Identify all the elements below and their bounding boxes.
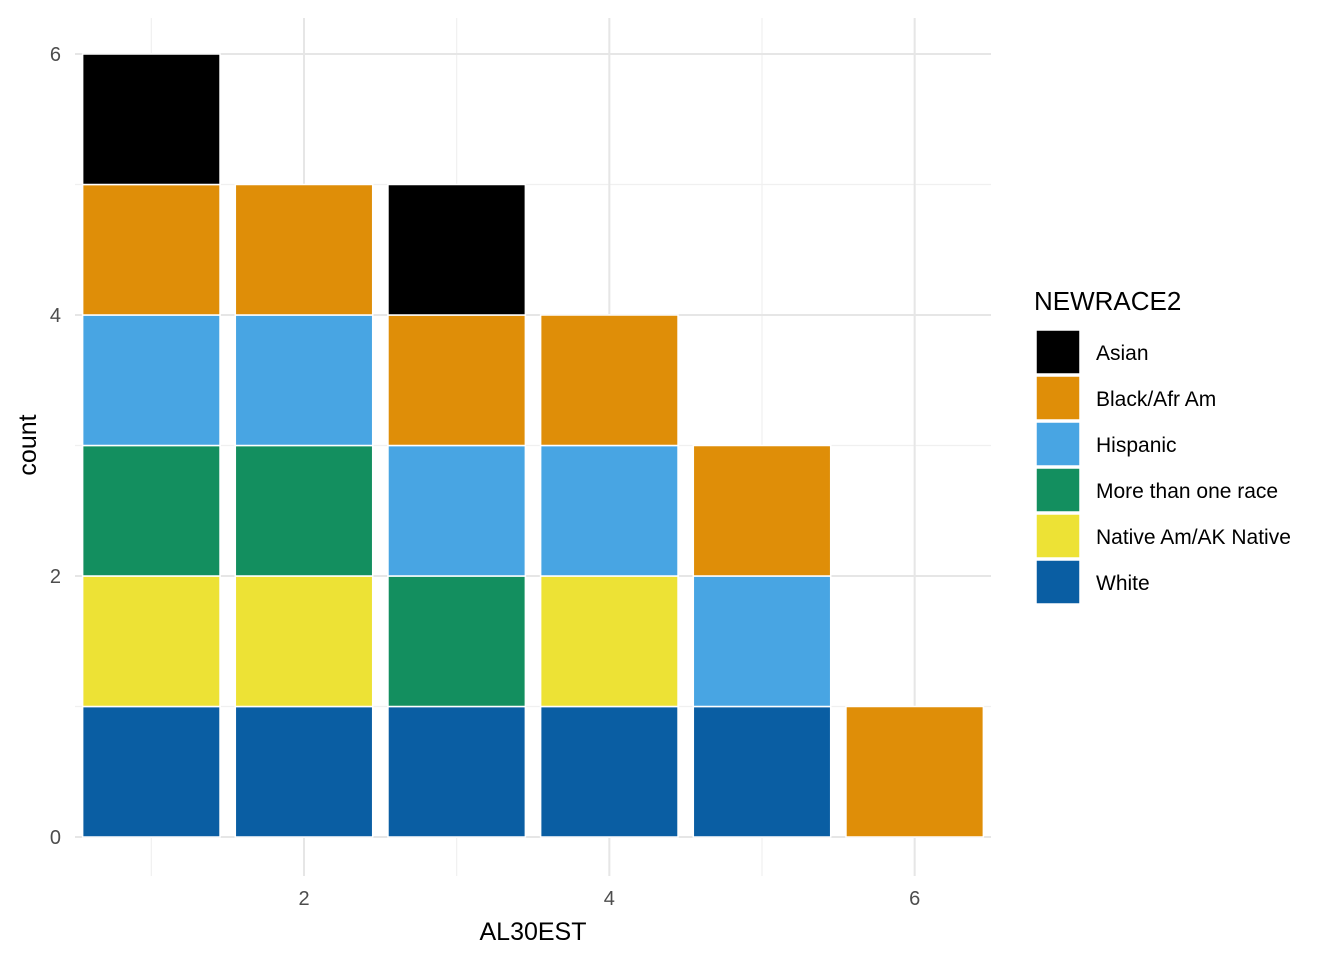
y-tick-label: 0 [50,827,61,849]
bar-segment-native-am-ak-native [234,575,374,708]
y-axis-title: count [14,414,42,475]
bar-segment-more-than-one-race [387,575,527,708]
bar-segment-asian [81,53,221,186]
bar-segment-native-am-ak-native [539,575,679,708]
legend-swatch [1035,559,1081,605]
x-axis-ticks: 2 4 6 [298,888,920,910]
legend-title: NEWRACE2 [1034,286,1181,316]
y-tick-label: 6 [50,44,61,66]
legend-item-white: White [1035,559,1150,605]
legend-label: More than one race [1096,480,1278,503]
bar-segment-black-afr-am [387,314,527,447]
legend-items: Asian Black/Afr Am Hispanic More than one r… [1035,329,1291,605]
bar-segment-black-afr-am [692,444,832,577]
legend-label: White [1096,572,1150,595]
legend-label: Native Am/AK Native [1096,526,1291,549]
legend-item-more-than-one-race: More than one race [1035,467,1278,513]
bar-segment-white [81,705,221,838]
bar-segment-black-afr-am [845,705,985,838]
bar-segment-white [234,705,374,838]
y-tick-label: 4 [50,305,61,327]
bar-segment-hispanic [387,444,527,577]
x-axis-title: AL30EST [479,918,586,946]
x-tick-label: 6 [909,888,920,910]
legend-item-black-afr-am: Black/Afr Am [1035,375,1216,421]
x-tick-label: 2 [298,888,309,910]
legend-swatch [1035,329,1081,375]
bar-segment-white [387,705,527,838]
bar-segment-black-afr-am [539,314,679,447]
bar-segment-white [692,705,832,838]
bar-segment-white [539,705,679,838]
bar-segment-asian [387,183,527,316]
legend-item-hispanic: Hispanic [1035,421,1177,467]
legend-swatch [1035,375,1081,421]
x-tick-label: 4 [604,888,615,910]
bar-segment-more-than-one-race [234,444,374,577]
bar-segment-hispanic [234,314,374,447]
legend-swatch [1035,421,1081,467]
bar-segment-hispanic [692,575,832,708]
legend: NEWRACE2 Asian Black/Afr Am Hispanic More t… [1034,286,1291,605]
bar-segment-black-afr-am [81,183,221,316]
bar-segment-native-am-ak-native [81,575,221,708]
grid-lines [75,18,991,876]
bar-segment-hispanic [81,314,221,447]
legend-item-native-am-ak-native: Native Am/AK Native [1035,513,1291,559]
legend-swatch [1035,467,1081,513]
y-axis-ticks: 0 2 4 6 [50,44,61,849]
bar-segment-hispanic [539,444,679,577]
y-tick-label: 2 [50,566,61,588]
legend-item-asian: Asian [1035,329,1149,375]
bar-segment-more-than-one-race [81,444,221,577]
legend-swatch [1035,513,1081,559]
bars [81,53,985,838]
bar-segment-black-afr-am [234,183,374,316]
legend-label: Black/Afr Am [1096,388,1216,411]
legend-label: Asian [1096,342,1149,365]
legend-label: Hispanic [1096,434,1177,457]
